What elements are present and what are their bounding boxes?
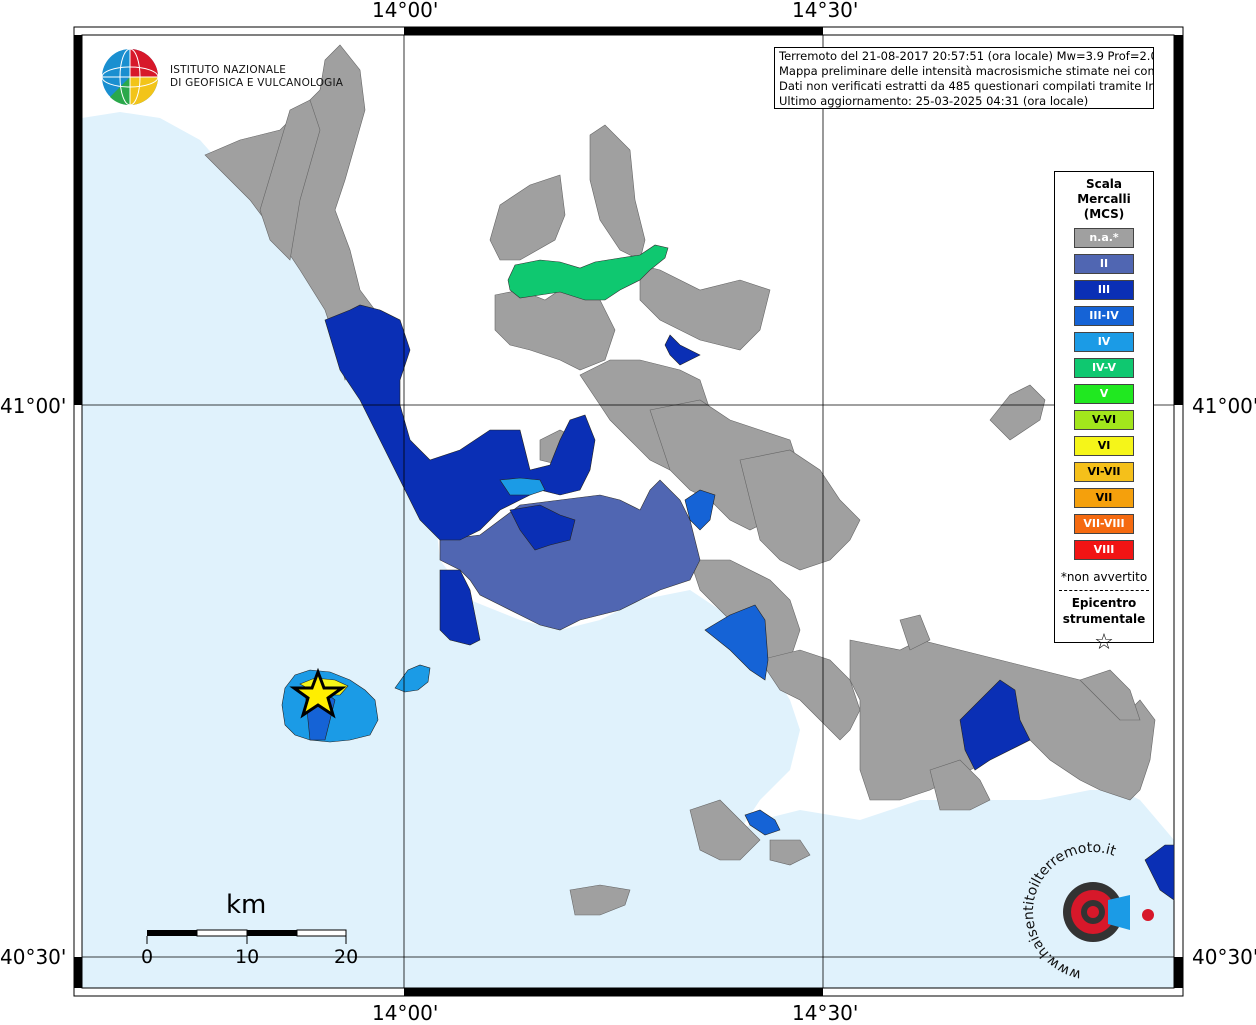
legend-item-iii-iv: III-IV — [1074, 306, 1134, 326]
na-regions — [204, 44, 1156, 916]
legend-item-n-a: n.a.* — [1074, 228, 1134, 248]
legend-epicentre-1: Epicentro — [1071, 596, 1137, 610]
legend-item-v-vi: V-VI — [1074, 410, 1134, 430]
right-lat-label-2: 40°30' — [1192, 945, 1256, 969]
legend-title-2: Mercalli — [1077, 192, 1131, 206]
event-info-line-1: Terremoto del 21-08-2017 20:57:51 (ora l… — [779, 49, 1154, 63]
intensity-iv-v-region — [507, 244, 669, 301]
intensity-legend: Scala Mercalli (MCS) n.a.* II III III-IV IV I… — [1054, 171, 1154, 655]
star-icon: ☆ — [1094, 630, 1114, 655]
right-lat-label-1: 41°00' — [1192, 394, 1256, 418]
legend-title: Scala Mercalli (MCS) — [1055, 177, 1153, 222]
frame-ticks — [74, 27, 1183, 996]
watermark: www.haisentitoilterremoto.it — [1023, 842, 1118, 982]
bottom-lon-label-1: 14°00' — [372, 1001, 439, 1025]
scale-unit: km — [226, 890, 267, 920]
intensity-iv-region — [499, 477, 546, 496]
legend-item-iv: IV — [1074, 332, 1134, 352]
legend-item-vi-vii: VI-VII — [1074, 462, 1134, 482]
scale-tick-10: 10 — [235, 946, 260, 968]
epicentre-star — [289, 667, 347, 719]
scale-tick-20: 20 — [334, 946, 359, 968]
legend-title-1: Scala — [1085, 177, 1123, 191]
legend-items: n.a.* II III III-IV IV IV-V V V-VI VI VI-VII VII VI… — [1055, 228, 1153, 560]
top-lon-label-2: 14°30' — [792, 0, 859, 22]
graticule — [82, 35, 1174, 988]
watermark-text: www.haisentitoilterremoto.it — [1023, 842, 1118, 982]
intensity-iii-iv-regions — [684, 489, 781, 836]
legend-title-3: (MCS) — [1083, 207, 1125, 221]
left-lat-label-1: 41°00' — [0, 394, 67, 418]
legend-item-ii: II — [1074, 254, 1134, 274]
ingv-logo: ISTITUTO NAZIONALE DI GEOFISICA E VULCAN… — [100, 47, 343, 109]
event-info-line-2: Mappa preliminare delle intensità macros… — [779, 64, 1154, 78]
top-lon-label-1: 14°00' — [372, 0, 439, 22]
intensity-ii-region — [439, 479, 701, 631]
legend-item-viii: VIII — [1074, 540, 1134, 560]
event-info-line-3: Dati non verificati estratti da 485 ques… — [779, 79, 1154, 93]
legend-item-v: V — [1074, 384, 1134, 404]
logo-line-1: ISTITUTO NAZIONALE — [170, 64, 287, 76]
legend-epicentre-2: strumentale — [1062, 612, 1146, 626]
logo-line-2: DI GEOFISICA E VULCANOLOGIA — [170, 77, 344, 89]
legend-item-vi: VI — [1074, 436, 1134, 456]
haisentito-logo — [1063, 882, 1154, 942]
event-info-box: Terremoto del 21-08-2017 20:57:51 (ora l… — [774, 47, 1154, 109]
bottom-lon-label-2: 14°30' — [792, 1001, 859, 1025]
legend-item-iii: III — [1074, 280, 1134, 300]
sea — [82, 112, 1174, 988]
legend-item-vii-viii: VII-VIII — [1074, 514, 1134, 534]
legend-item-iv-v: IV-V — [1074, 358, 1134, 378]
scale-tick-0: 0 — [141, 946, 154, 968]
event-info-line-4: Ultimo aggiornamento: 25-03-2025 04:31 (… — [779, 94, 1089, 108]
legend-epicentre-label: Epicentro strumentale — [1055, 595, 1153, 627]
legend-item-vii: VII — [1074, 488, 1134, 508]
legend-divider — [1059, 590, 1149, 591]
left-lat-label-2: 40°30' — [0, 945, 67, 969]
globe-icon — [101, 48, 159, 106]
scale-bar — [146, 929, 347, 944]
legend-note: *non avvertito — [1060, 570, 1148, 584]
